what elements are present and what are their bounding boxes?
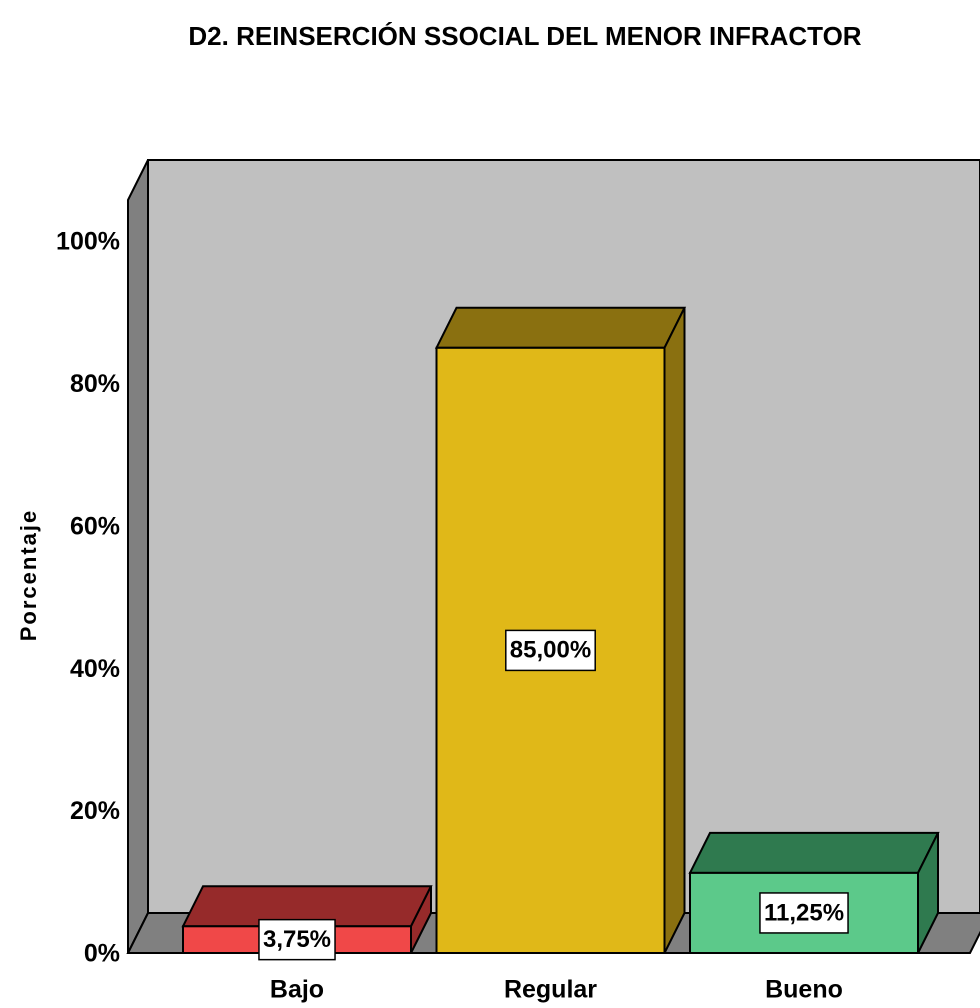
value-label: 85,00% <box>510 637 591 664</box>
x-tick-label: Bueno <box>765 976 843 1004</box>
value-label-box <box>505 629 596 672</box>
x-tick-label: Bajo <box>270 976 324 1004</box>
value-label-box <box>258 918 336 961</box>
value-label: 11,25% <box>764 899 844 926</box>
y-tick-label: 0% <box>84 940 120 968</box>
y-axis-title: Porcentaje <box>16 509 41 642</box>
x-tick-label: Regular <box>504 976 597 1004</box>
y-tick-label: 20% <box>70 797 120 825</box>
bar-top <box>688 831 940 874</box>
left-wall <box>127 159 149 954</box>
value-label: 3,75% <box>263 926 331 953</box>
y-tick-label: 80% <box>70 370 120 398</box>
bar-top <box>434 306 687 349</box>
chart-title: D2. REINSERCIÓN SSOCIAL DEL MENOR INFRAC… <box>188 21 861 51</box>
y-tick-label: 100% <box>56 228 120 256</box>
bar-side <box>663 307 686 954</box>
y-tick-label: 40% <box>70 655 120 683</box>
value-label-box <box>759 892 849 934</box>
y-tick-label: 60% <box>70 512 120 540</box>
